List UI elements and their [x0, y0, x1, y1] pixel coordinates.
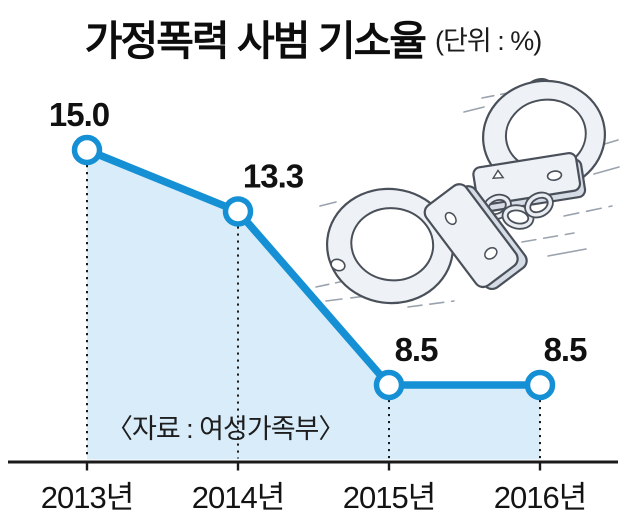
- chart-title-row: 가정폭력 사범 기소율 (단위 : %): [0, 8, 626, 66]
- data-point: [373, 369, 405, 401]
- cuff-keyhole: [484, 247, 498, 260]
- x-axis-label: 2016년: [494, 480, 586, 515]
- data-point: [222, 196, 254, 227]
- cuff-detail: [491, 169, 505, 180]
- data-point: [524, 369, 556, 401]
- source-label: 〈자료 : 여성가족부〉: [106, 414, 344, 444]
- area-fill: [87, 150, 540, 460]
- data-point: [71, 134, 103, 166]
- cuff-lock-body: [423, 183, 519, 289]
- unit-label: (단위 : %): [435, 25, 542, 56]
- value-label: 8.5: [544, 331, 588, 368]
- cuff-screw: [330, 258, 346, 272]
- x-axis-label: 2015년: [343, 480, 435, 515]
- cuff-ring-hole: [350, 207, 435, 282]
- value-label: 13.3: [243, 157, 304, 194]
- x-axis-label: 2014년: [192, 480, 284, 515]
- cuff-screw: [444, 211, 457, 226]
- handcuff-left: [325, 183, 528, 305]
- value-label: 8.5: [395, 331, 439, 368]
- chart-title: 가정폭력 사범 기소율: [84, 18, 427, 64]
- handcuff-right: [472, 78, 606, 213]
- value-label: 15.0: [49, 96, 109, 133]
- trend-line: [83, 146, 544, 389]
- cuff-keyhole: [546, 170, 563, 182]
- handcuffs-illustration: [315, 78, 620, 308]
- x-axis-label: 2013년: [41, 480, 133, 515]
